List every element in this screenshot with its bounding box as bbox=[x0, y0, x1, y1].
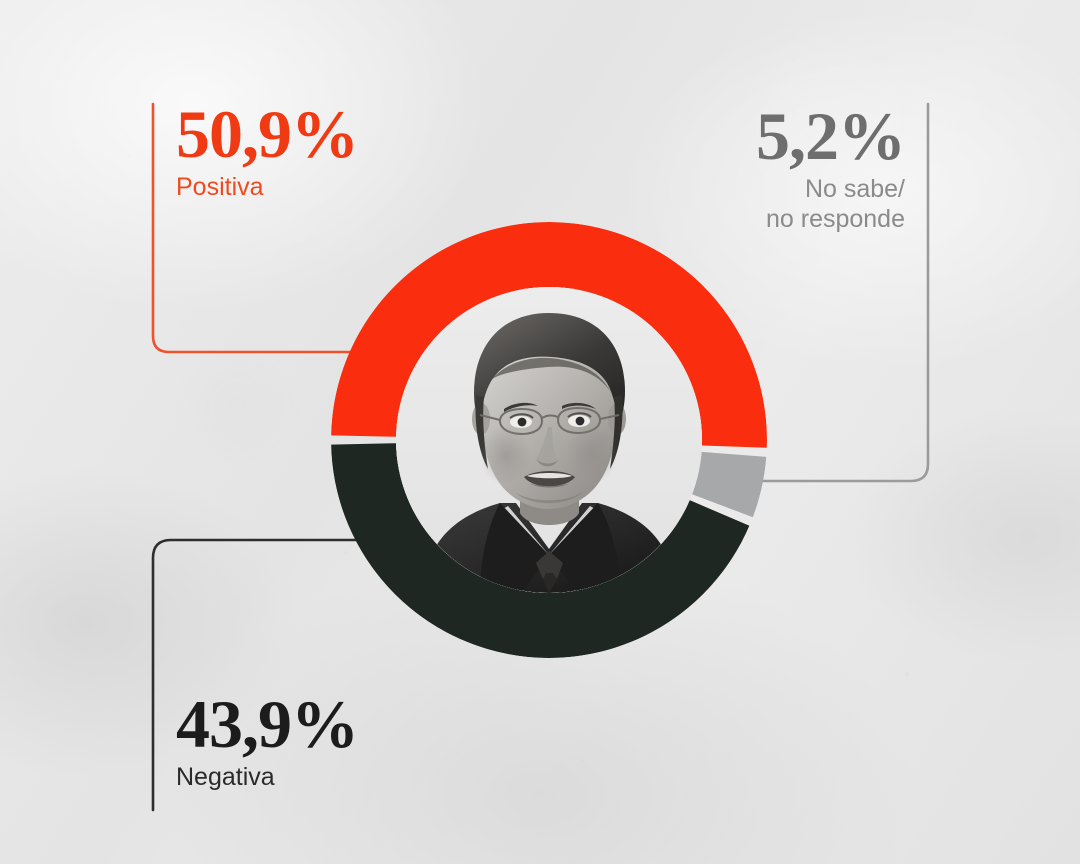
caption-negativa: Negativa bbox=[176, 763, 275, 792]
connector-line-nosabe bbox=[740, 102, 930, 483]
connector-line-negativa bbox=[151, 538, 362, 812]
value-positiva: 50,9% bbox=[176, 96, 359, 172]
caption-no-sabe-no-responde-line2: no responde bbox=[765, 204, 905, 233]
donut-segments bbox=[331, 221, 768, 658]
donut-segment-negativa[interactable] bbox=[331, 443, 750, 658]
callout-positiva: 50,9% Positiva bbox=[176, 96, 359, 203]
portrait-photo bbox=[396, 287, 702, 593]
connector-line-positiva bbox=[151, 102, 354, 354]
caption-no-sabe-no-responde-line1: No sabe/ bbox=[804, 175, 905, 204]
donut-segment-no-sabe-no-responde[interactable] bbox=[692, 451, 767, 518]
callout-negativa: 43,9% Negativa bbox=[176, 686, 359, 793]
caption-positiva: Positiva bbox=[176, 173, 264, 202]
value-no-sabe-no-responde: 5,2% bbox=[756, 98, 906, 174]
portrait-illustration bbox=[396, 287, 702, 593]
callout-no-sabe-no-responde: 5,2% No sabe/ no responde bbox=[756, 98, 906, 234]
value-negativa: 43,9% bbox=[176, 686, 359, 762]
donut-segment-positiva[interactable] bbox=[331, 221, 768, 448]
